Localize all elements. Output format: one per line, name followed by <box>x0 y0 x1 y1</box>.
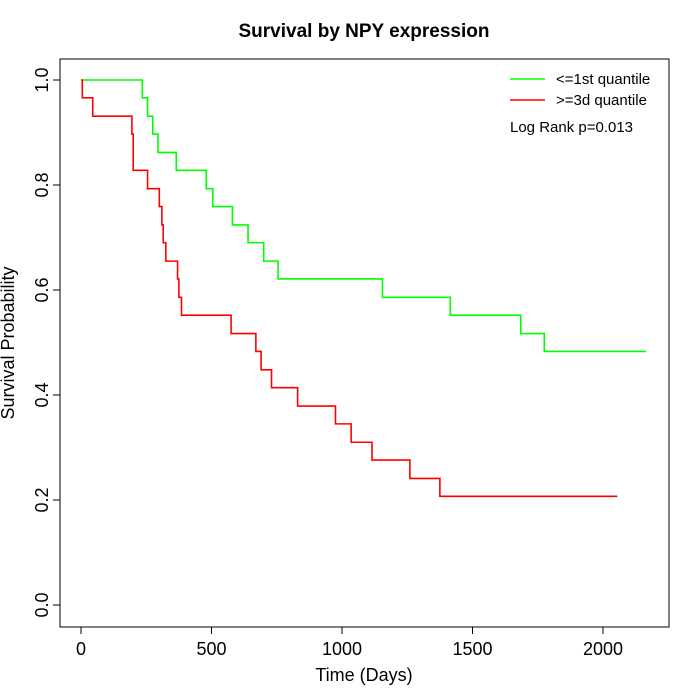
plot-frame <box>59 58 670 628</box>
y-tick-label: 0.6 <box>32 277 52 302</box>
chart-title: Survival by NPY expression <box>239 21 490 42</box>
x-tick-label: 0 <box>76 639 86 659</box>
x-tick-label: 2000 <box>583 639 623 659</box>
legend: <=1st quantile >=3d quantile <box>510 71 650 109</box>
y-axis: 0.0 0.2 0.4 0.6 0.8 1.0 <box>32 67 61 618</box>
x-tick-label: 1500 <box>452 639 492 659</box>
y-tick-label: 0.0 <box>32 592 52 617</box>
legend-label-low: <=1st quantile <box>556 71 650 88</box>
y-tick-label: 0.2 <box>32 487 52 512</box>
x-tick-label: 1000 <box>322 639 362 659</box>
y-tick-label: 1.0 <box>32 67 52 92</box>
y-axis-title: Survival Probability <box>0 266 18 419</box>
y-tick-label: 0.4 <box>32 382 52 407</box>
series-layer <box>81 79 647 498</box>
legend-label-high: >=3d quantile <box>556 92 647 109</box>
survival-curve-low-expression <box>81 79 647 353</box>
log-rank-annotation: Log Rank p=0.013 <box>510 119 633 136</box>
x-tick-label: 500 <box>196 639 226 659</box>
x-axis: 0 500 1000 1500 2000 <box>76 626 623 659</box>
survival-curve-high-expression <box>81 79 618 498</box>
y-tick-label: 0.8 <box>32 172 52 197</box>
x-axis-title: Time (Days) <box>315 665 412 685</box>
